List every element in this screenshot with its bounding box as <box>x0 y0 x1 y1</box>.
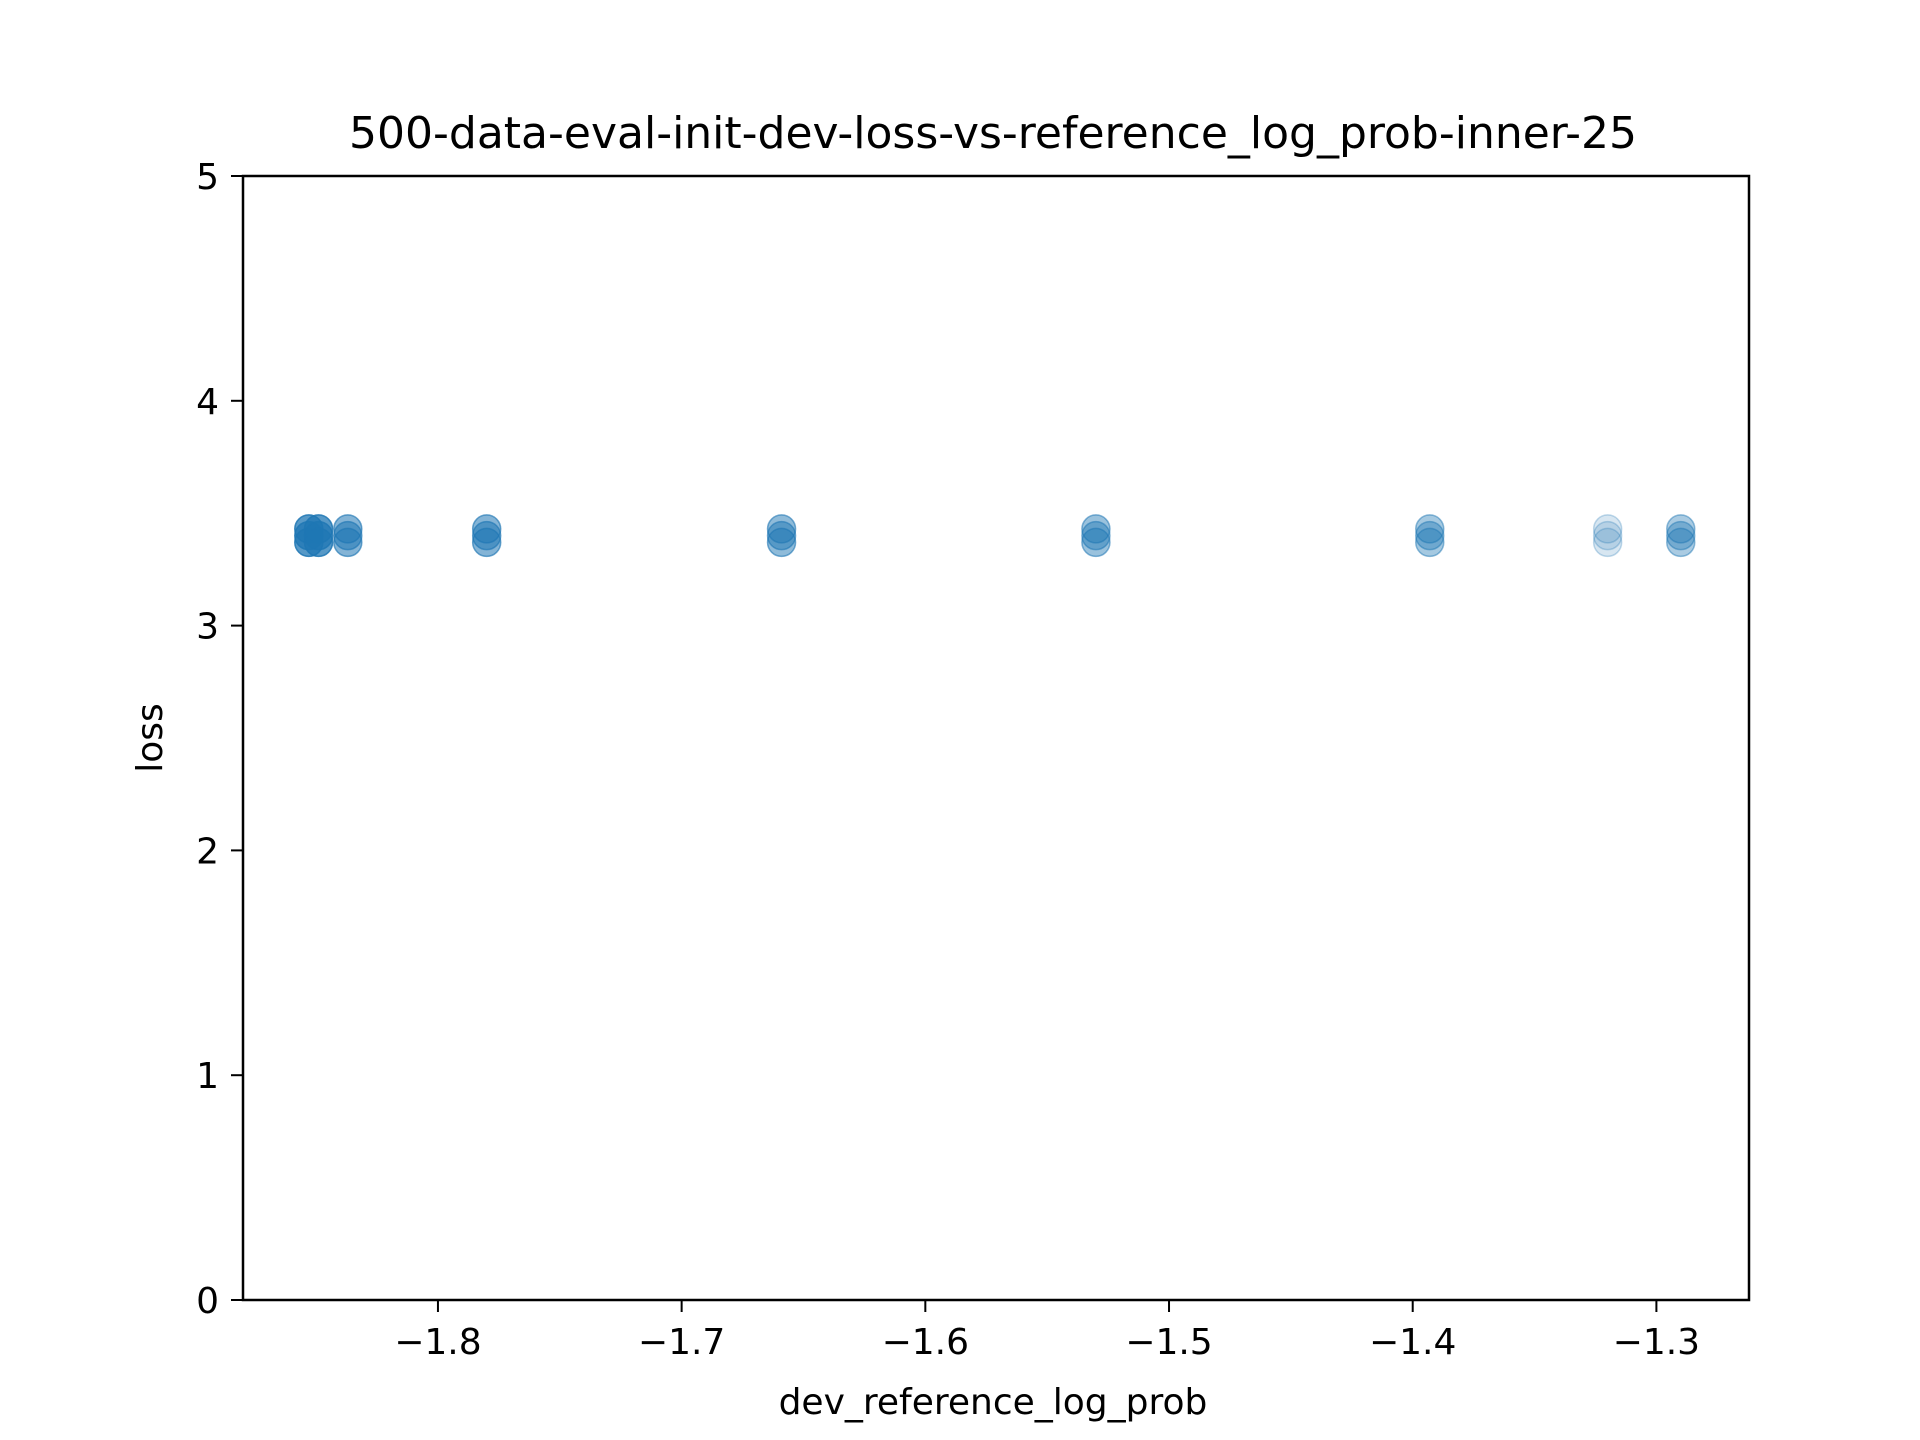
x-tick-label: −1.5 <box>1125 1322 1212 1363</box>
y-axis-label: loss <box>130 703 171 773</box>
scatter-point-21 <box>1592 514 1623 544</box>
y-axis: 0 1 2 3 4 5 <box>196 157 243 1322</box>
plot-frame <box>241 174 1751 1302</box>
x-axis-label: dev_reference_log_prob <box>779 1382 1208 1423</box>
x-tick-label: −1.6 <box>882 1322 969 1363</box>
scatter-point-22 <box>1592 520 1623 551</box>
y-tick-label: 0 <box>196 1281 219 1322</box>
scatter-point-14 <box>766 527 797 558</box>
scatter-point-24 <box>1666 514 1696 544</box>
y-tick-label: 5 <box>196 157 219 198</box>
y-tick-label: 1 <box>196 1056 219 1097</box>
scatter-point-23 <box>1592 527 1623 558</box>
x-axis: −1.8 −1.7 −1.6 −1.5 −1.4 −1.3 <box>394 1300 1700 1363</box>
chart-title: 500-data-eval-init-dev-loss-vs-reference… <box>349 108 1637 159</box>
y-tick-label: 2 <box>196 831 219 872</box>
scatter-point-19 <box>1415 520 1445 551</box>
y-tick-label: 3 <box>196 607 219 648</box>
scatter-point-25 <box>1666 520 1696 551</box>
points-layer <box>294 514 1696 558</box>
scatter-point-8 <box>333 527 363 558</box>
scatter-point-11 <box>471 527 502 558</box>
scatter-point-20 <box>1415 527 1445 558</box>
x-tick-label: −1.7 <box>638 1322 725 1363</box>
scatter-point-16 <box>1081 520 1111 551</box>
scatter-point-26 <box>1666 527 1696 558</box>
y-tick-label: 4 <box>196 382 219 423</box>
x-tick-label: −1.8 <box>394 1322 481 1363</box>
x-tick-label: −1.4 <box>1369 1322 1456 1363</box>
x-tick-label: −1.3 <box>1613 1322 1700 1363</box>
scatter-point-17 <box>1081 527 1111 558</box>
scatter-point-5 <box>303 527 334 558</box>
